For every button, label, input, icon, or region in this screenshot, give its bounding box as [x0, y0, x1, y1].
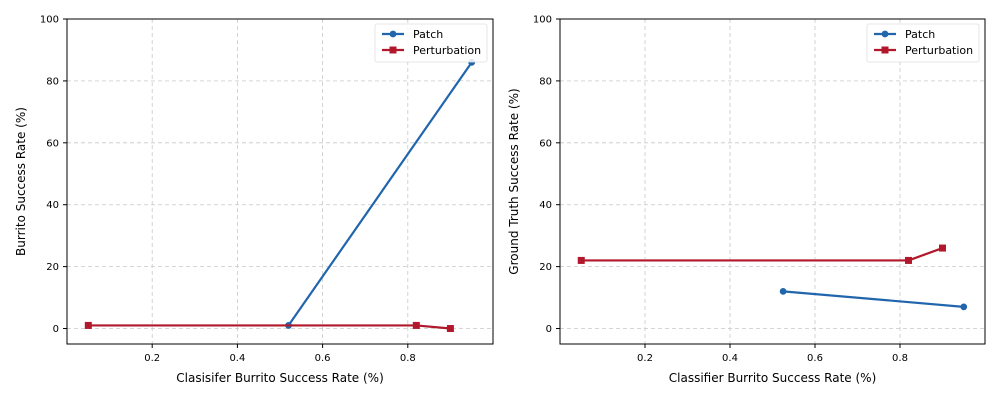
x-axis-label: Classifier Burrito Success Rate (%): [669, 371, 877, 385]
x-tick-label: 0.4: [229, 353, 245, 364]
legend-marker: [389, 46, 397, 54]
y-tick-label: 100: [533, 15, 552, 26]
x-tick-label: 0.8: [892, 353, 908, 364]
legend-label: Patch: [413, 28, 443, 41]
series-perturbation: [577, 244, 946, 264]
x-tick-label: 0.4: [722, 353, 738, 364]
x-axis-label: Clasisifer Burrito Success Rate (%): [176, 371, 384, 385]
y-axis-label: Burrito Success Rate (%): [14, 107, 28, 256]
legend-label: Perturbation: [413, 44, 481, 57]
data-point: [84, 321, 92, 329]
series-line: [88, 324, 451, 330]
legend-marker: [881, 46, 889, 54]
y-tick-label: 0: [546, 324, 552, 335]
y-tick-label: 20: [539, 262, 552, 273]
plot-frame: [66, 18, 494, 345]
y-tick-label: 60: [539, 138, 552, 149]
x-tick-label: 0.2: [637, 353, 653, 364]
data-point: [412, 321, 420, 329]
y-tick-label: 80: [539, 76, 552, 87]
series-line: [783, 290, 964, 308]
legend-label: Patch: [905, 28, 935, 41]
y-tick-label: 0: [53, 324, 59, 335]
series-line: [581, 247, 943, 262]
grid: [67, 18, 493, 344]
data-point: [960, 303, 968, 311]
data-point: [577, 256, 585, 264]
legend: Patch Perturbation: [374, 23, 488, 63]
y-tick-label: 20: [46, 262, 59, 273]
y-tick-label: 100: [40, 15, 59, 26]
x-tick-label: 0.2: [144, 353, 160, 364]
plot-frame: [559, 18, 986, 345]
series-patch: [779, 287, 968, 311]
grid: [560, 18, 985, 344]
data-point: [939, 244, 946, 252]
y-tick-label: 80: [46, 76, 59, 87]
chart-2: 0.2 0.4 0.6 0.8 0 20 40 60 80 100 Classifier Burri…: [507, 15, 986, 385]
y-tick-label: 60: [46, 138, 59, 149]
series-patch: [285, 58, 476, 329]
y-tick-label: 40: [46, 200, 59, 211]
legend-label: Perturbation: [905, 44, 973, 57]
data-point: [446, 325, 454, 333]
x-tick-label: 0.8: [400, 353, 416, 364]
legend-marker: [389, 30, 397, 38]
y-tick-label: 40: [539, 200, 552, 211]
legend-marker: [881, 30, 889, 38]
x-tick-label: 0.6: [807, 353, 823, 364]
data-point: [905, 256, 912, 264]
chart-1: 0.2 0.4 0.6 0.8 0 20 40 60 80 100 Clasisifer Burri…: [14, 15, 494, 385]
data-point: [779, 287, 787, 295]
legend: Patch Perturbation: [866, 23, 980, 63]
series-perturbation: [84, 321, 454, 333]
x-tick-label: 0.6: [315, 353, 331, 364]
series-line: [287, 61, 473, 327]
y-axis-label: Ground Truth Success Rate (%): [507, 88, 521, 274]
